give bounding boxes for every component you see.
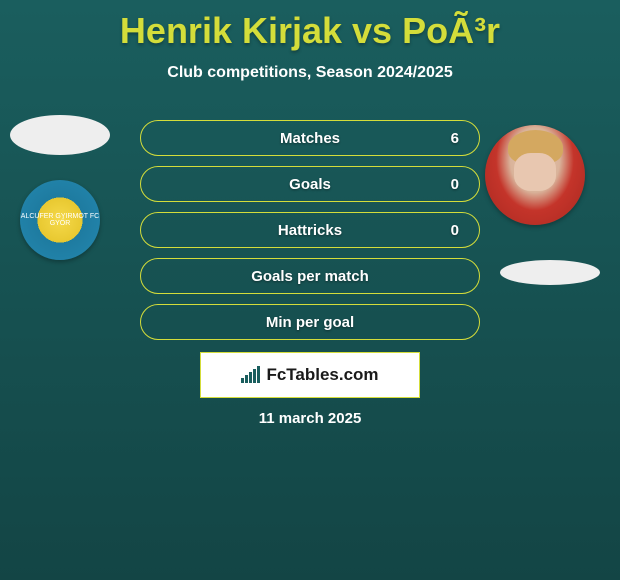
club-badge-text: ALCUFER GYIRMOT FC GYŐR [20,213,100,227]
bar-2 [245,375,248,383]
stat-value: 0 [451,176,459,193]
player-right-avatar [485,125,585,225]
stat-value: 0 [451,222,459,239]
stat-row-matches: Matches 6 [140,120,480,156]
stat-label: Goals per match [251,268,369,285]
stat-row-hattricks: Hattricks 0 [140,212,480,248]
stat-row-goals-per-match: Goals per match [140,258,480,294]
stat-row-goals: Goals 0 [140,166,480,202]
page-title: Henrik Kirjak vs PoÃ³r [0,0,620,52]
branding-text: FcTables.com [266,365,378,385]
stat-label: Min per goal [266,314,354,331]
club-badge-left: ALCUFER GYIRMOT FC GYŐR [20,180,100,260]
footer-date: 11 march 2025 [0,410,620,427]
branding-badge: FcTables.com [200,352,420,398]
stat-label: Hattricks [278,222,342,239]
stat-value: 6 [451,130,459,147]
stat-row-min-per-goal: Min per goal [140,304,480,340]
stat-label: Matches [280,130,340,147]
bar-1 [241,378,244,383]
stats-container: Matches 6 Goals 0 Hattricks 0 Goals per … [140,120,480,350]
player-right-silhouette [500,260,600,285]
bar-4 [253,369,256,383]
bar-3 [249,372,252,383]
avatar-face [514,153,556,191]
bar-5 [257,366,260,383]
bar-chart-icon [241,367,260,383]
page-subtitle: Club competitions, Season 2024/2025 [0,64,620,82]
stat-label: Goals [289,176,331,193]
player-left-silhouette [10,115,110,155]
